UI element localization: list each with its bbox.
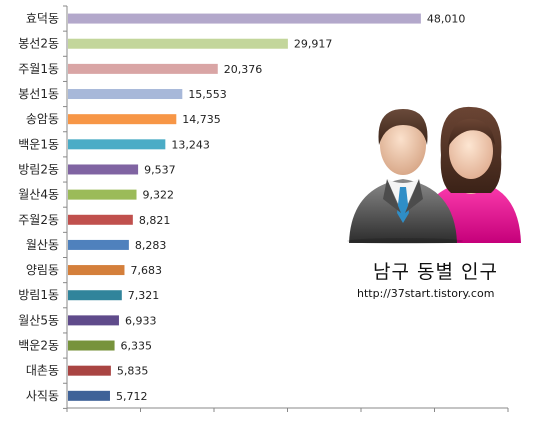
category-label: 봉선1동 <box>18 87 59 101</box>
bar <box>68 63 218 74</box>
bar <box>68 239 129 250</box>
category-label: 사직동 <box>26 389 59 403</box>
bar <box>68 189 137 200</box>
category-label: 방림2동 <box>18 162 59 176</box>
category-label: 방림1동 <box>18 288 59 302</box>
data-label: 7,683 <box>130 264 162 277</box>
data-label: 9,322 <box>143 189 175 202</box>
bars <box>68 13 421 401</box>
bar <box>68 214 133 225</box>
people-icon <box>347 106 521 244</box>
bar <box>68 340 115 351</box>
axes <box>63 5 509 412</box>
data-label: 14,735 <box>182 113 221 126</box>
data-label: 6,933 <box>125 314 157 327</box>
category-label: 봉선2동 <box>18 37 59 51</box>
category-label: 백운1동 <box>18 137 59 151</box>
data-label: 13,243 <box>171 138 210 151</box>
data-label: 15,553 <box>188 88 227 101</box>
category-label: 주월1동 <box>18 62 59 76</box>
data-label: 8,283 <box>135 239 167 252</box>
bar <box>68 290 122 301</box>
bar <box>68 38 288 49</box>
bar <box>68 164 139 175</box>
data-label: 29,917 <box>294 38 333 51</box>
category-labels: 효덕동봉선2동주월1동봉선1동송암동백운1동방림2동월산4동주월2동월산동양림동… <box>18 12 59 403</box>
chart-title: 남구 동별 인구 <box>373 261 498 283</box>
category-label: 효덕동 <box>26 12 59 26</box>
data-label: 7,321 <box>128 289 160 302</box>
category-label: 월산5동 <box>18 313 59 327</box>
category-label: 월산동 <box>26 238 59 252</box>
source-url: http://37start.tistory.com <box>357 287 495 300</box>
category-label: 양림동 <box>26 263 59 277</box>
bar <box>68 114 177 125</box>
bar <box>68 365 111 376</box>
value-labels: 48,010 29,917 20,376 15,553 14,735 13,243 9,53… <box>116 13 465 403</box>
data-label: 5,835 <box>117 365 149 378</box>
bar <box>68 315 119 326</box>
data-label: 8,821 <box>139 214 171 227</box>
category-label: 송암동 <box>26 112 59 126</box>
data-label: 9,537 <box>144 163 176 176</box>
bar <box>68 13 421 24</box>
bar <box>68 265 125 276</box>
category-label: 월산4동 <box>18 188 59 202</box>
bar <box>68 139 166 150</box>
data-label: 6,335 <box>121 340 153 353</box>
data-label: 48,010 <box>427 13 466 26</box>
bar <box>68 89 183 100</box>
category-label: 백운2동 <box>18 339 59 353</box>
data-label: 20,376 <box>224 63 263 76</box>
category-label: 주월2동 <box>18 213 59 227</box>
data-label: 5,712 <box>116 390 148 403</box>
bar <box>68 390 110 401</box>
category-label: 대촌동 <box>26 364 59 378</box>
